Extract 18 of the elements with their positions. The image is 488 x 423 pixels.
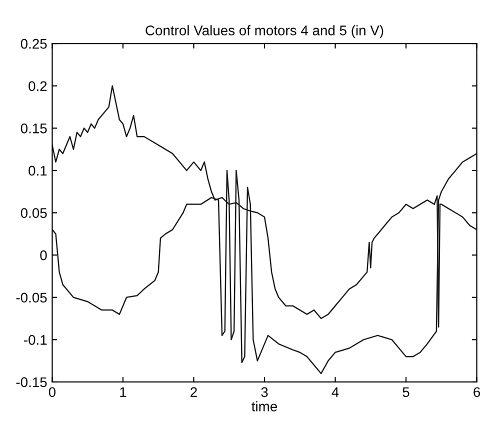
y-tick-label: 0.1 — [28, 166, 47, 176]
y-tick-label: 0.15 — [20, 124, 47, 134]
y-tick-label: -0.1 — [24, 335, 47, 345]
y-tick-label: 0 — [40, 250, 47, 260]
x-tick-label: 0 — [48, 387, 56, 398]
x-tick-label: 6 — [474, 387, 480, 398]
y-tick-label: 0.2 — [28, 81, 47, 92]
x-tick-label: 1 — [120, 387, 126, 397]
x-tick-label: 3 — [261, 387, 268, 398]
y-tick-label: 0.05 — [20, 208, 47, 218]
x-tick-label: 5 — [402, 387, 410, 398]
y-tick-label: 0.25 — [20, 38, 47, 49]
x-axis-title: time — [252, 401, 277, 412]
x-tick-label: 2 — [190, 387, 197, 397]
chart-title: Control Values of motors 4 and 5 (in V) — [146, 25, 384, 38]
y-tick-label: -0.05 — [16, 292, 47, 303]
x-tick-label: 4 — [332, 387, 339, 397]
y-tick-label: -0.15 — [16, 377, 47, 388]
